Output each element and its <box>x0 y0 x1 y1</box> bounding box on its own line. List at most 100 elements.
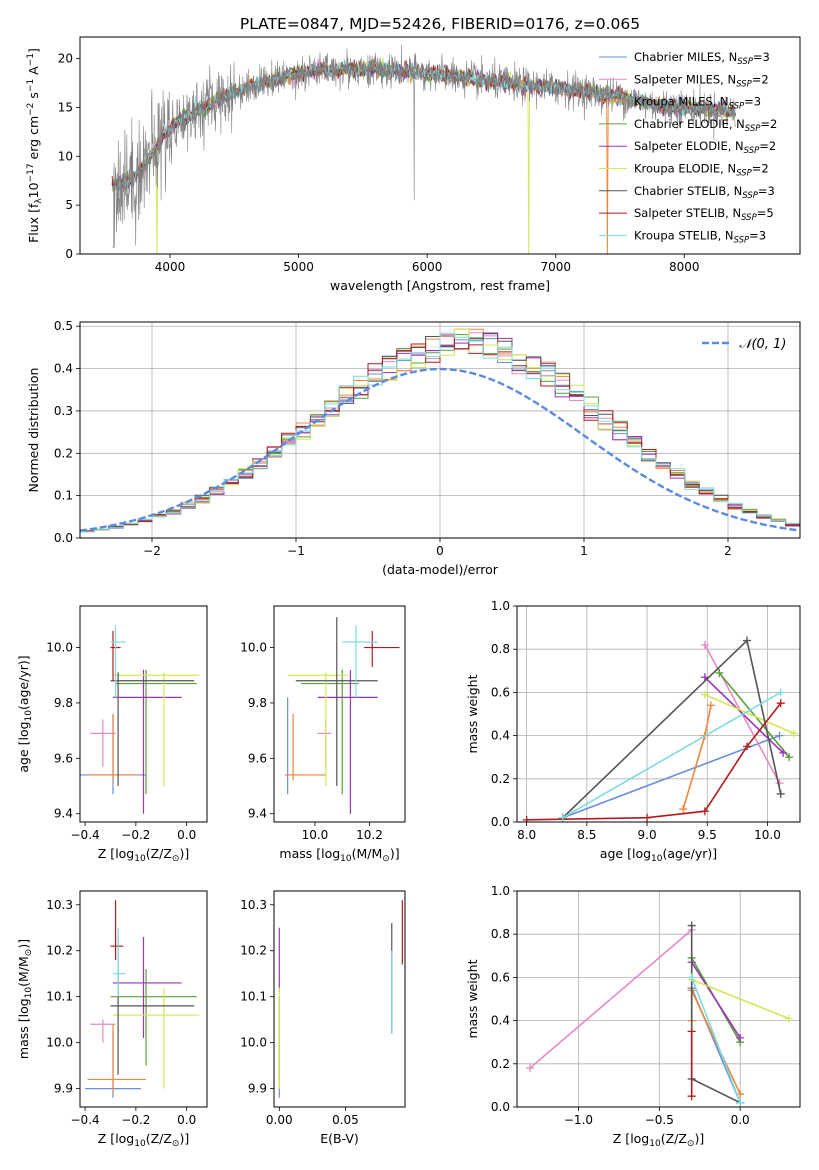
axes-border <box>273 605 406 823</box>
plot-area <box>284 617 400 814</box>
y-tick-label: 0.2 <box>491 772 510 786</box>
y-tick-label: 0.4 <box>491 1014 510 1028</box>
legend-subscript: SSP <box>734 235 750 245</box>
errorbar-point <box>110 625 126 698</box>
mass-weight-marker <box>779 748 788 757</box>
label-part: (Z/Z <box>146 846 172 861</box>
label-part: mass [ <box>279 846 321 861</box>
plot-area <box>278 900 403 1098</box>
y-axis-label: Normed distribution <box>26 368 41 493</box>
errorbar-point <box>113 936 182 1039</box>
label-part: −2 <box>26 103 36 116</box>
y-tick-label: 9.4 <box>248 807 267 821</box>
legend-model: Kroupa ELODIE, N <box>634 162 736 176</box>
x-axis-label: Z [log10(Z/Z⊙)] <box>98 846 189 864</box>
legend-label: Salpeter STELIB, NSSP=5 <box>634 206 774 223</box>
legend-subscript: SSP <box>745 124 761 134</box>
label-part: )] <box>694 1131 704 1146</box>
y-tick-label: 9.6 <box>54 751 73 765</box>
y-tick-label: 9.9 <box>54 1082 73 1096</box>
axes-border <box>79 36 801 255</box>
x-tick-label: −0.5 <box>645 1113 674 1127</box>
mass-weight-line <box>691 978 789 1020</box>
legend-model: Salpeter ELODIE, N <box>634 139 744 153</box>
x-tick-label: 10.0 <box>302 828 329 842</box>
legend-model: Salpeter STELIB, N <box>634 206 741 220</box>
y-tick-label: 0.5 <box>54 319 73 333</box>
y-tick-label: 0.2 <box>54 446 73 460</box>
errorbar-point <box>113 669 182 814</box>
errorbar-point <box>364 630 400 667</box>
errorbar-point <box>342 625 378 698</box>
mass-weight-line <box>529 929 693 1069</box>
label-part: )] <box>16 939 31 949</box>
mass-weight-marker <box>776 699 785 708</box>
x-tick-label: 2 <box>724 544 732 558</box>
label-part: ⊙ <box>172 1139 180 1149</box>
errorbar-point <box>113 987 200 1089</box>
legend-label: Chabrier MILES, NSSP=3 <box>634 50 770 67</box>
x-tick-label: 10.2 <box>356 828 383 842</box>
panel-spectrum: 4000 5000 6000 7000 8000 0 5 10 15 20 wavelength [… <box>26 36 801 293</box>
x-tick-label: 9.5 <box>698 828 717 842</box>
label-part: Normed distribution <box>26 368 41 493</box>
label-part: )] <box>179 846 189 861</box>
label-part: log <box>115 846 134 861</box>
y-tick-label: 10.0 <box>46 641 73 655</box>
mass-weight-line <box>691 961 741 1039</box>
x-tick-label: 9.0 <box>638 828 657 842</box>
errorbar-point <box>287 672 348 786</box>
label-part: 10 <box>340 854 352 864</box>
mass-weight-line <box>718 672 790 758</box>
label-part: (Z/Z <box>661 1131 687 1146</box>
y-tick-label: 0.2 <box>491 1057 510 1071</box>
label-part: (M/M <box>352 846 383 861</box>
errorbar-point <box>110 969 197 1066</box>
y-tick-label: 10 <box>58 149 73 163</box>
legend-model: Chabrier MILES, N <box>634 50 737 64</box>
label-part: ⊙ <box>382 854 390 864</box>
label-part: log <box>321 846 340 861</box>
mass-weight-marker <box>776 789 785 798</box>
axes-border <box>79 605 208 823</box>
y-tick-label: 0.3 <box>54 404 73 418</box>
mass-weight-line <box>562 734 780 819</box>
legend-subscript: SSP <box>737 57 753 67</box>
x-axis-label: mass [log10(M/M⊙)] <box>279 846 399 864</box>
panel-massweight-vs-Z: −1.0 −0.5 0.0 0.0 0.2 0.4 0.6 0.8 1.0 Z [log10(Z/… <box>465 884 801 1149</box>
x-tick-label: 0.00 <box>266 1113 293 1127</box>
label-part: ⊙ <box>172 854 180 864</box>
plot-area <box>80 328 800 538</box>
legend-model: Kroupa MILES, N <box>634 95 729 109</box>
y-tick-label: 0.6 <box>491 685 510 699</box>
label-part: log <box>115 1131 134 1146</box>
legend-label: Chabrier ELODIE, NSSP=2 <box>634 117 777 134</box>
y-tick-label: 10.3 <box>240 898 267 912</box>
axes-frame: −0.4 −0.2 0.09.49.69.810.0Z [log10(Z/Z⊙)]a… <box>16 605 208 864</box>
label-part: (Z/Z <box>146 1131 172 1146</box>
label-part: −1 <box>26 79 36 92</box>
axes-frame: 4000 5000 6000 7000 8000 0 5 10 15 20 wavelength [… <box>26 36 801 293</box>
label-part: mass weight <box>465 959 480 1038</box>
panel-massweight-vs-age: 8.0 8.5 9.0 9.5 10.0 0.0 0.2 0.4 0.6 0.8 1.0 age [l… <box>465 599 801 864</box>
legend-model: Salpeter MILES, N <box>634 72 736 86</box>
x-tick-label: 0.0 <box>731 1113 750 1127</box>
mass-weight-marker <box>785 753 794 762</box>
observed-spectrum-line <box>112 44 736 249</box>
legend-subscript: SSP <box>744 146 760 156</box>
axes-frame: 8.0 8.5 9.0 9.5 10.0 0.0 0.2 0.4 0.6 0.8 1.0 age [l… <box>465 599 801 864</box>
errorbar-point <box>113 672 200 786</box>
mass-weight-marker <box>743 636 752 645</box>
errorbar-point <box>90 719 116 767</box>
y-tick-label: 0.0 <box>54 531 73 545</box>
y-axis-label: age [log10(age/yr)] <box>16 655 34 772</box>
x-tick-label: 1 <box>580 544 588 558</box>
y-tick-label: 0.6 <box>491 970 510 984</box>
errorbar-point <box>87 1024 147 1094</box>
y-axis-label: mass weight <box>465 959 480 1038</box>
mass-weight-line <box>704 693 795 735</box>
y-tick-label: 9.6 <box>248 751 267 765</box>
errorbar-point <box>301 669 359 795</box>
y-tick-label: 0.8 <box>491 927 510 941</box>
